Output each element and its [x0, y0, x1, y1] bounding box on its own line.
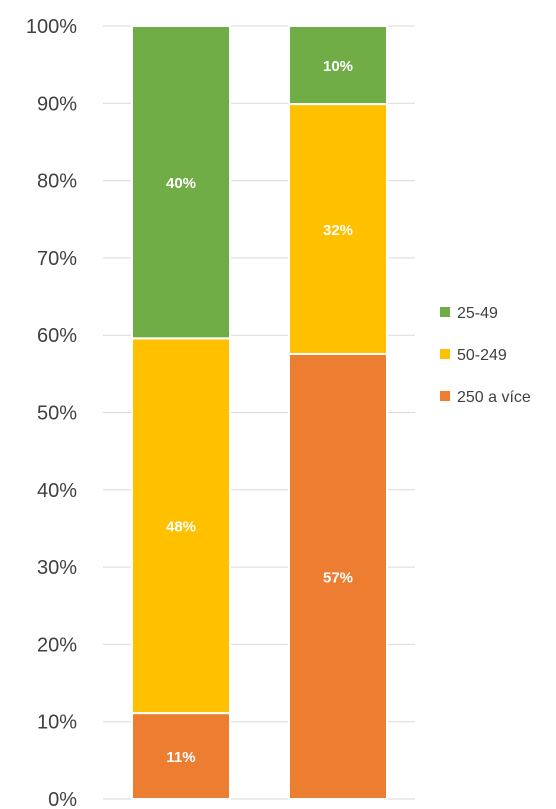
- bar-segment: [131, 25, 231, 340]
- data-label: 40%: [166, 175, 196, 192]
- y-tick-label: 80%: [37, 171, 77, 193]
- y-axis-ticks: 0% 10% 20% 30% 40% 50% 60% 70% 80% 90% 100%: [26, 16, 77, 809]
- legend-label: 250 a více: [457, 389, 531, 406]
- legend-label: 50-249: [457, 347, 507, 364]
- bar-segment: [131, 712, 231, 800]
- legend-swatch: [440, 349, 450, 359]
- legend-swatch: [440, 391, 450, 401]
- bar-segment: [288, 352, 388, 800]
- y-tick-label: 60%: [37, 325, 77, 347]
- bar-segment: [131, 337, 231, 715]
- bar-segment: [288, 25, 388, 106]
- legend-swatch: [440, 307, 450, 317]
- data-label: 10%: [323, 58, 353, 75]
- bar-segment: [288, 103, 388, 355]
- y-tick-label: 10%: [37, 712, 77, 734]
- y-tick-label: 70%: [37, 248, 77, 270]
- y-tick-label: 50%: [37, 403, 77, 425]
- legend-label: 25-49: [457, 305, 498, 322]
- data-label: 32%: [323, 222, 353, 239]
- y-tick-label: 0%: [48, 789, 77, 809]
- y-tick-label: 40%: [37, 480, 77, 502]
- y-tick-label: 100%: [26, 16, 77, 38]
- y-tick-label: 90%: [37, 93, 77, 115]
- data-label: 48%: [166, 519, 196, 536]
- data-label: 57%: [323, 569, 353, 586]
- legend: 25-49 50-249 250 a více: [440, 305, 531, 406]
- data-labels: 11% 48% 40% 57% 32% 10%: [166, 58, 353, 766]
- bars: [131, 25, 388, 800]
- y-tick-label: 20%: [37, 634, 77, 656]
- data-label: 11%: [166, 749, 195, 766]
- y-tick-label: 30%: [37, 557, 77, 579]
